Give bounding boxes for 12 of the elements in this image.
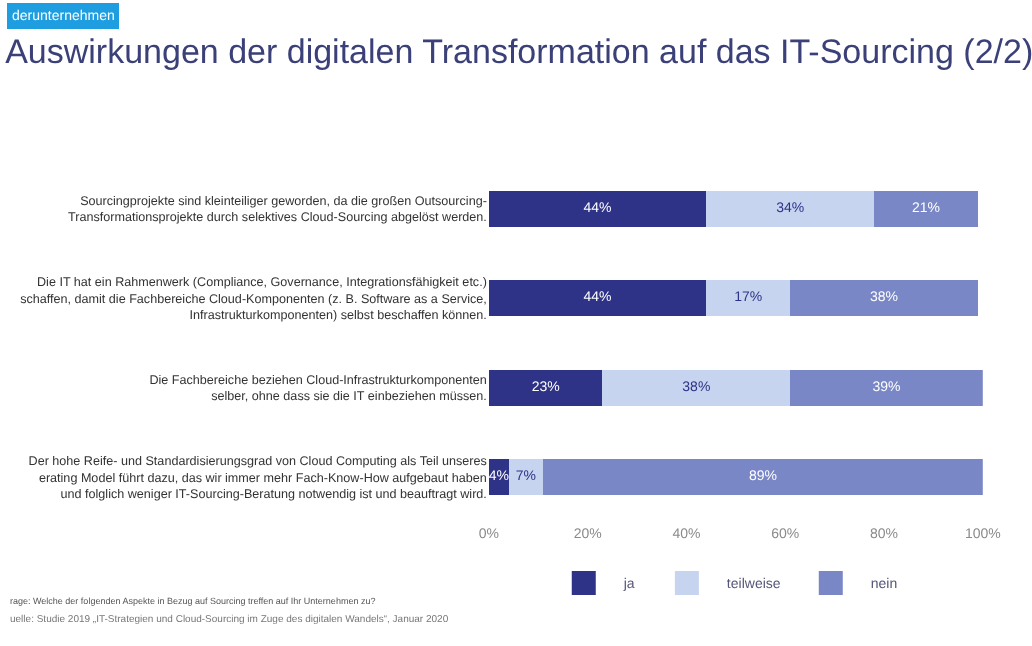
chart-title: Auswirkungen der digitalen Transformation auf das IT-Sourcing (2/2): [5, 32, 1032, 71]
bar: [790, 280, 978, 317]
bar: [602, 369, 791, 406]
bar: [543, 459, 983, 496]
bar: [488, 280, 707, 317]
bar: [706, 190, 875, 227]
bar: [706, 280, 791, 317]
bar: [488, 190, 707, 227]
bar: [874, 190, 978, 227]
bar: [790, 369, 983, 406]
bar: [488, 369, 603, 406]
bar: [508, 459, 544, 496]
